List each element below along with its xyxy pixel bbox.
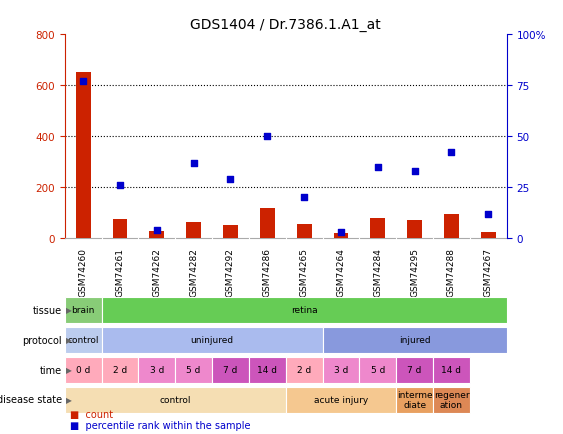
Text: tissue: tissue: [33, 305, 62, 315]
Text: ■  percentile rank within the sample: ■ percentile rank within the sample: [70, 420, 251, 430]
Text: GSM74262: GSM74262: [153, 247, 162, 296]
Bar: [370, 218, 385, 239]
Bar: [101, 297, 507, 323]
Bar: [138, 357, 175, 383]
Text: ▶: ▶: [66, 395, 72, 404]
Text: 2 d: 2 d: [297, 365, 311, 374]
Text: ▶: ▶: [66, 365, 72, 374]
Point: [226, 176, 235, 183]
Bar: [65, 327, 101, 353]
Bar: [149, 231, 164, 239]
Text: interme
diate: interme diate: [397, 390, 432, 409]
Text: injured: injured: [399, 335, 431, 344]
Bar: [249, 357, 286, 383]
Bar: [76, 73, 91, 239]
Text: GSM74267: GSM74267: [484, 247, 493, 296]
Point: [373, 164, 382, 171]
Text: GSM74286: GSM74286: [263, 247, 272, 296]
Text: uninjured: uninjured: [190, 335, 234, 344]
Text: GSM74288: GSM74288: [447, 247, 456, 296]
Bar: [65, 387, 285, 413]
Text: control: control: [68, 335, 99, 344]
Text: disease state: disease state: [0, 395, 62, 404]
Bar: [285, 357, 323, 383]
Text: GSM74265: GSM74265: [300, 247, 309, 296]
Text: acute injury: acute injury: [314, 395, 368, 404]
Text: 7 d: 7 d: [224, 365, 238, 374]
Text: 3 d: 3 d: [150, 365, 164, 374]
Bar: [223, 226, 238, 239]
Bar: [323, 357, 359, 383]
Point: [263, 133, 272, 140]
Text: brain: brain: [72, 306, 95, 315]
Text: 14 d: 14 d: [257, 365, 278, 374]
Text: 14 d: 14 d: [441, 365, 462, 374]
Bar: [359, 357, 396, 383]
Title: GDS1404 / Dr.7386.1.A1_at: GDS1404 / Dr.7386.1.A1_at: [190, 18, 381, 32]
Bar: [101, 327, 323, 353]
Point: [447, 150, 456, 157]
Bar: [444, 214, 459, 239]
Point: [337, 229, 346, 236]
Bar: [186, 222, 201, 239]
Text: control: control: [159, 395, 191, 404]
Text: ▶: ▶: [66, 306, 72, 315]
Bar: [260, 208, 275, 239]
Text: 5 d: 5 d: [370, 365, 385, 374]
Text: regener
ation: regener ation: [434, 390, 470, 409]
Bar: [113, 220, 127, 239]
Text: GSM74261: GSM74261: [115, 247, 124, 296]
Bar: [481, 232, 495, 239]
Bar: [433, 387, 470, 413]
Bar: [334, 233, 348, 239]
Text: 3 d: 3 d: [334, 365, 348, 374]
Text: GSM74264: GSM74264: [337, 247, 346, 296]
Text: 7 d: 7 d: [408, 365, 422, 374]
Text: GSM74260: GSM74260: [79, 247, 88, 296]
Bar: [175, 357, 212, 383]
Text: 5 d: 5 d: [186, 365, 201, 374]
Point: [410, 168, 419, 175]
Text: protocol: protocol: [23, 335, 62, 345]
Point: [79, 78, 88, 85]
Text: ▶: ▶: [66, 335, 72, 344]
Text: retina: retina: [291, 306, 318, 315]
Bar: [407, 221, 422, 239]
Bar: [101, 357, 138, 383]
Text: 2 d: 2 d: [113, 365, 127, 374]
Bar: [396, 387, 433, 413]
Bar: [297, 225, 311, 239]
Point: [153, 227, 162, 234]
Bar: [65, 297, 101, 323]
Point: [115, 182, 124, 189]
Bar: [285, 387, 396, 413]
Text: GSM74282: GSM74282: [189, 247, 198, 296]
Text: 0 d: 0 d: [76, 365, 90, 374]
Bar: [65, 357, 101, 383]
Text: GSM74292: GSM74292: [226, 247, 235, 296]
Bar: [212, 357, 249, 383]
Bar: [396, 357, 433, 383]
Text: time: time: [40, 365, 62, 375]
Text: GSM74284: GSM74284: [373, 247, 382, 296]
Point: [189, 160, 198, 167]
Text: ■  count: ■ count: [70, 409, 114, 419]
Text: GSM74295: GSM74295: [410, 247, 419, 296]
Point: [484, 211, 493, 218]
Point: [300, 194, 309, 201]
Bar: [323, 327, 507, 353]
Bar: [433, 357, 470, 383]
